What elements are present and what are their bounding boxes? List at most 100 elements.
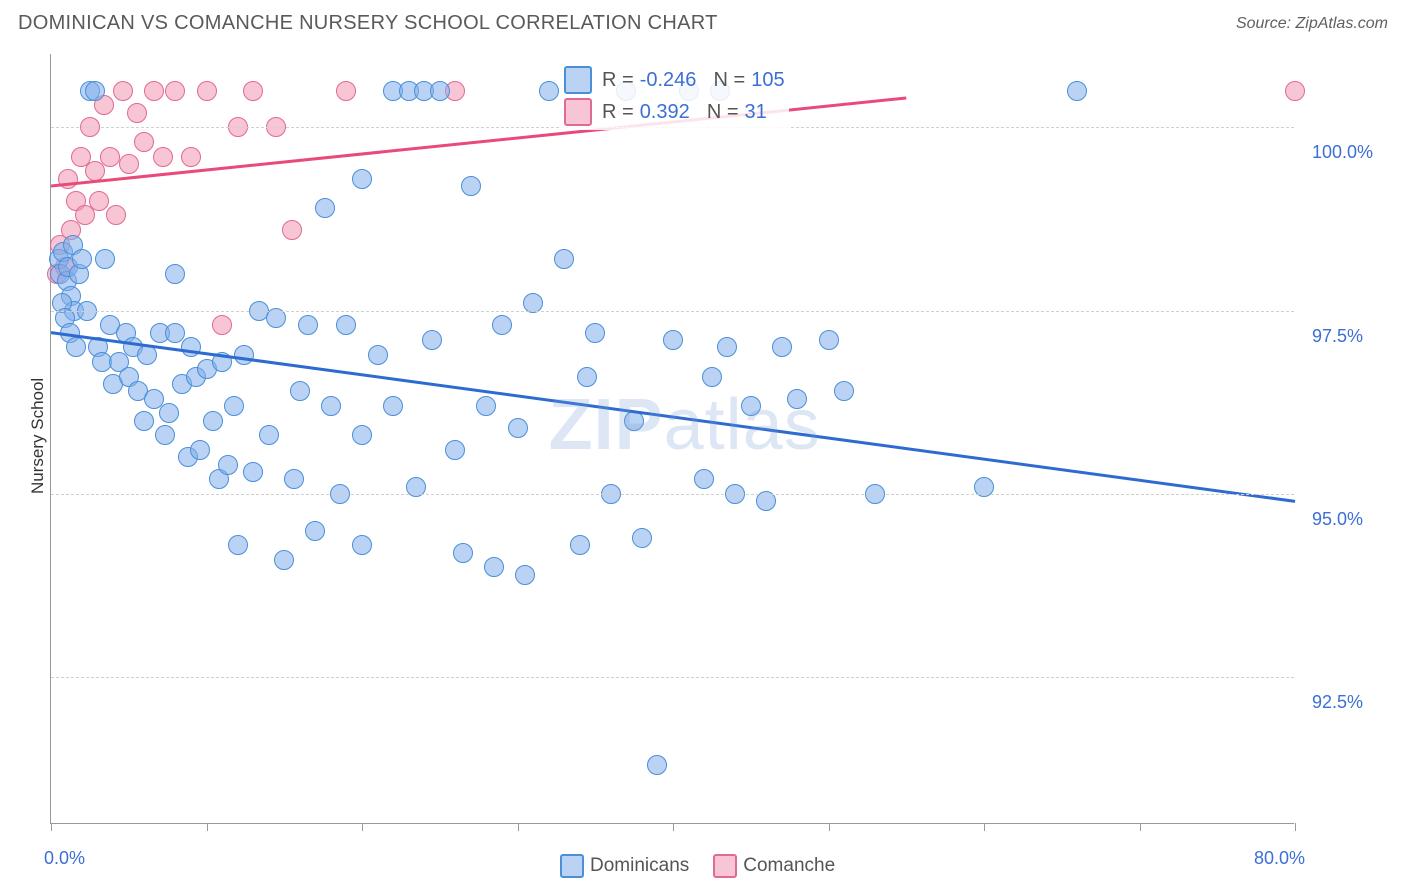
scatter-point-dominicans (298, 315, 318, 335)
plot-area: ZIPatlas (50, 54, 1294, 824)
scatter-point-dominicans (445, 440, 465, 460)
scatter-point-dominicans (259, 425, 279, 445)
scatter-point-comanche (119, 154, 139, 174)
legend-r-label: R = (602, 101, 634, 124)
scatter-point-dominicans (305, 521, 325, 541)
scatter-point-comanche (100, 147, 120, 167)
x-tick-label: 80.0% (1254, 848, 1305, 869)
scatter-point-dominicans (203, 411, 223, 431)
scatter-point-dominicans (224, 396, 244, 416)
legend-r-label: R = (602, 69, 634, 92)
legend-r-value-dominicans: -0.246 (640, 69, 697, 92)
scatter-point-dominicans (663, 330, 683, 350)
scatter-point-comanche (58, 169, 78, 189)
scatter-point-dominicans (476, 396, 496, 416)
x-tick (51, 823, 52, 831)
x-tick-label: 0.0% (44, 848, 85, 869)
scatter-point-dominicans (137, 345, 157, 365)
scatter-point-dominicans (585, 323, 605, 343)
scatter-point-comanche (1285, 81, 1305, 101)
scatter-point-dominicans (181, 337, 201, 357)
scatter-point-dominicans (144, 389, 164, 409)
scatter-point-dominicans (72, 249, 92, 269)
scatter-point-dominicans (274, 550, 294, 570)
scatter-point-dominicans (430, 81, 450, 101)
legend-label-comanche: Comanche (743, 855, 835, 877)
scatter-point-dominicans (570, 535, 590, 555)
legend-n-label: N = (696, 101, 739, 124)
correlation-row-comanche: R = 0.392 N = 31 (564, 98, 785, 126)
scatter-point-comanche (89, 191, 109, 211)
scatter-point-comanche (85, 161, 105, 181)
scatter-point-dominicans (647, 755, 667, 775)
y-tick-label: 95.0% (1312, 509, 1363, 530)
correlation-legend: R = -0.246 N = 105 R = 0.392 N = 31 (560, 62, 789, 130)
grid-line (51, 311, 1294, 312)
scatter-point-dominicans (819, 330, 839, 350)
scatter-point-comanche (127, 103, 147, 123)
scatter-point-comanche (197, 81, 217, 101)
legend-item-comanche: Comanche (713, 854, 835, 878)
scatter-point-comanche (153, 147, 173, 167)
scatter-point-dominicans (632, 528, 652, 548)
scatter-point-comanche (243, 81, 263, 101)
x-tick (518, 823, 519, 831)
legend-swatch-comanche (564, 98, 592, 126)
scatter-point-dominicans (165, 323, 185, 343)
legend-n-value-dominicans: 105 (751, 69, 784, 92)
scatter-point-dominicans (234, 345, 254, 365)
x-tick (1295, 823, 1296, 831)
legend-r-value-comanche: 0.392 (640, 101, 690, 124)
scatter-point-dominicans (383, 396, 403, 416)
scatter-point-dominicans (484, 557, 504, 577)
scatter-point-dominicans (315, 198, 335, 218)
scatter-point-dominicans (352, 425, 372, 445)
scatter-point-dominicans (577, 367, 597, 387)
scatter-point-dominicans (228, 535, 248, 555)
legend-n-value-comanche: 31 (745, 101, 767, 124)
scatter-point-dominicans (717, 337, 737, 357)
legend-label-dominicans: Dominicans (590, 855, 689, 877)
y-tick-label: 92.5% (1312, 692, 1363, 713)
scatter-point-comanche (165, 81, 185, 101)
scatter-point-dominicans (368, 345, 388, 365)
grid-line (51, 494, 1294, 495)
scatter-point-comanche (144, 81, 164, 101)
y-axis-label: Nursery School (28, 378, 48, 494)
scatter-point-dominicans (336, 315, 356, 335)
x-tick (984, 823, 985, 831)
scatter-point-dominicans (85, 81, 105, 101)
scatter-point-dominicans (95, 249, 115, 269)
correlation-row-dominicans: R = -0.246 N = 105 (564, 66, 785, 94)
scatter-point-dominicans (321, 396, 341, 416)
scatter-point-dominicans (554, 249, 574, 269)
scatter-point-dominicans (66, 337, 86, 357)
x-tick (207, 823, 208, 831)
y-tick-label: 97.5% (1312, 326, 1363, 347)
legend-swatch-icon (560, 854, 584, 878)
legend-n-label: N = (702, 69, 745, 92)
scatter-point-dominicans (694, 469, 714, 489)
scatter-point-dominicans (453, 543, 473, 563)
scatter-point-comanche (113, 81, 133, 101)
source-attribution: Source: ZipAtlas.com (1236, 15, 1388, 33)
scatter-point-dominicans (508, 418, 528, 438)
scatter-point-dominicans (624, 411, 644, 431)
scatter-point-dominicans (218, 455, 238, 475)
legend-swatch-dominicans (564, 66, 592, 94)
scatter-point-dominicans (461, 176, 481, 196)
scatter-point-dominicans (834, 381, 854, 401)
chart-title: DOMINICAN VS COMANCHE NURSERY SCHOOL COR… (18, 12, 718, 35)
scatter-point-dominicans (515, 565, 535, 585)
scatter-point-dominicans (772, 337, 792, 357)
scatter-point-dominicans (159, 403, 179, 423)
scatter-point-dominicans (702, 367, 722, 387)
scatter-point-comanche (212, 315, 232, 335)
x-tick (1140, 823, 1141, 831)
scatter-point-dominicans (492, 315, 512, 335)
scatter-point-dominicans (290, 381, 310, 401)
scatter-point-dominicans (165, 264, 185, 284)
scatter-point-dominicans (352, 169, 372, 189)
scatter-point-dominicans (134, 411, 154, 431)
scatter-point-dominicans (212, 352, 232, 372)
